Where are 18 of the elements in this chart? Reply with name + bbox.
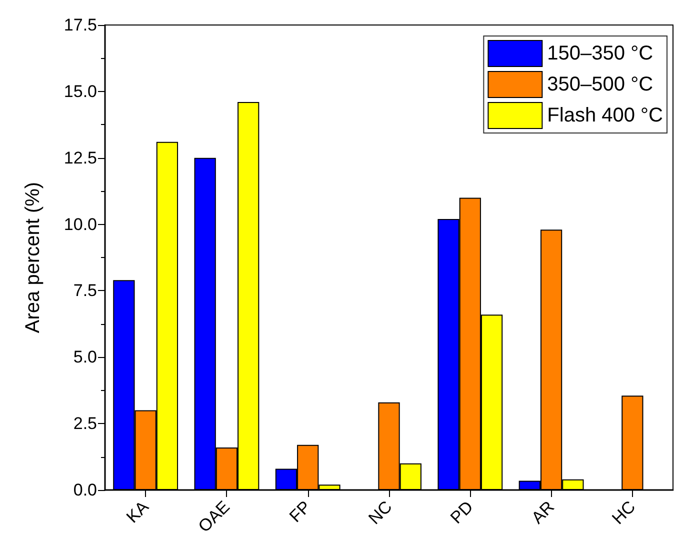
y-tick-label: 7.5 [73, 281, 97, 300]
x-tick-label: AR [528, 497, 558, 528]
x-tick-label: HC [608, 497, 640, 528]
legend-label: Flash 400 °C [547, 104, 664, 126]
y-tick-label: 5.0 [73, 348, 97, 367]
y-axis-title: Area percent (%) [22, 182, 44, 334]
legend-label: 150–350 °C [547, 42, 654, 64]
legend-label: 350–500 °C [547, 74, 654, 96]
y-tick-label: 10.0 [64, 214, 97, 234]
y-tick-label: 17.5 [64, 16, 97, 34]
y-tick-label: 2.5 [73, 414, 97, 434]
x-tick-label: KA [122, 496, 153, 527]
y-tick-label: 0.0 [73, 480, 97, 500]
x-tick-label: FP [286, 497, 315, 526]
y-tick-label: 12.5 [64, 148, 97, 168]
x-tick-label: PD [446, 497, 477, 528]
y-tick-label: 15.0 [64, 82, 97, 101]
x-tick-label: NC [364, 497, 396, 528]
